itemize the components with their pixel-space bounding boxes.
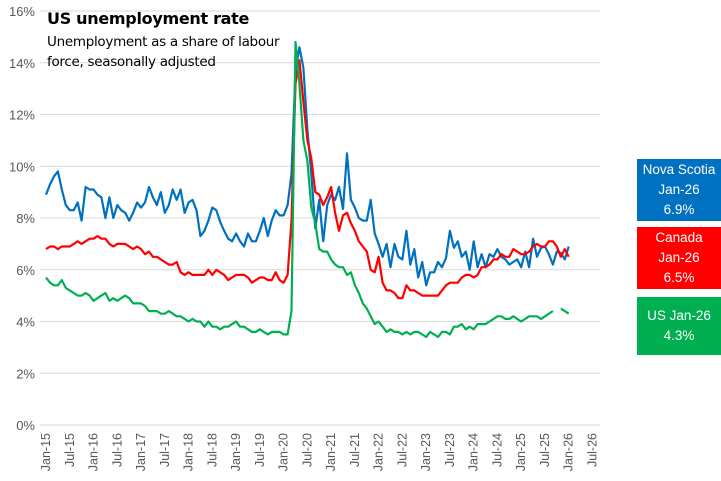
annotation-canada: Canada Jan-26 6.5% bbox=[637, 227, 721, 289]
y-tick-label: 8% bbox=[16, 211, 35, 226]
annotation-nova-scotia-date: Jan-26 bbox=[658, 182, 700, 197]
x-tick-label: Jul-19 bbox=[253, 433, 267, 467]
y-tick-label: 16% bbox=[9, 4, 35, 19]
annotation-us-name: US Jan-26 bbox=[647, 308, 711, 323]
x-tick-label: Jul-18 bbox=[205, 433, 219, 467]
x-axis-tick-labels: Jan-15 Jul-15 Jan-16 Jul-16 Jan-17 Jul-17 Jan-… bbox=[39, 433, 599, 471]
x-tick-label: Jan-22 bbox=[372, 433, 386, 471]
x-tick-label: Jan-23 bbox=[419, 433, 433, 471]
annotation-nova-scotia-name: Nova Scotia bbox=[642, 162, 716, 177]
series-lines bbox=[44, 40, 570, 339]
x-tick-label: Jan-16 bbox=[87, 433, 101, 471]
x-tick-label: Jan-19 bbox=[229, 433, 243, 471]
x-tick-label: Jan-20 bbox=[277, 433, 291, 471]
annotation-canada-value: 6.5% bbox=[663, 270, 695, 285]
x-tick-label: Jul-16 bbox=[110, 433, 124, 467]
y-tick-label: 12% bbox=[9, 108, 35, 123]
x-tick-label: Jan-21 bbox=[324, 433, 338, 471]
y-tick-label: 10% bbox=[9, 159, 35, 174]
y-tick-label: 2% bbox=[16, 366, 35, 381]
x-tick-label: Jul-20 bbox=[300, 433, 314, 467]
x-tick-label: Jul-25 bbox=[538, 433, 552, 467]
y-tick-label: 6% bbox=[16, 263, 35, 278]
y-tick-label: 0% bbox=[16, 418, 35, 433]
x-tick-label: Jul-26 bbox=[585, 433, 599, 467]
x-tick-label: Jul-24 bbox=[490, 433, 504, 467]
annotation-us: US Jan-26 4.3% bbox=[637, 297, 721, 355]
series-line-canada bbox=[45, 59, 570, 300]
x-tick-label: Jul-22 bbox=[395, 433, 409, 467]
y-tick-label: 14% bbox=[9, 56, 35, 71]
chart-title: US unemployment rate bbox=[47, 9, 250, 28]
x-tick-label: Jan-17 bbox=[134, 433, 148, 471]
y-tick-label: 4% bbox=[16, 315, 35, 330]
y-axis-tick-labels: 0% 2% 4% 6% 8% 10% 12% 14% 16% bbox=[9, 4, 35, 433]
x-tick-label: Jan-18 bbox=[182, 433, 196, 471]
chart-subtitle: Unemployment as a share of labour force,… bbox=[47, 34, 280, 70]
annotation-canada-name: Canada bbox=[655, 230, 703, 245]
x-tick-label: Jan-15 bbox=[39, 433, 53, 471]
annotation-nova-scotia: Nova Scotia Jan-26 6.9% bbox=[637, 159, 721, 221]
x-tick-label: Jul-23 bbox=[443, 433, 457, 467]
x-tick-label: Jul-21 bbox=[348, 433, 362, 467]
annotation-nova-scotia-value: 6.9% bbox=[663, 202, 695, 217]
annotation-canada-date: Jan-26 bbox=[658, 250, 700, 265]
series-line-us bbox=[45, 40, 570, 339]
x-tick-label: Jan-25 bbox=[514, 433, 528, 471]
x-tick-label: Jan-24 bbox=[467, 433, 481, 471]
x-tick-label: Jul-17 bbox=[158, 433, 172, 467]
x-tick-label: Jan-26 bbox=[562, 433, 576, 471]
x-tick-label: Jul-15 bbox=[63, 433, 77, 467]
annotation-us-value: 4.3% bbox=[663, 328, 695, 343]
